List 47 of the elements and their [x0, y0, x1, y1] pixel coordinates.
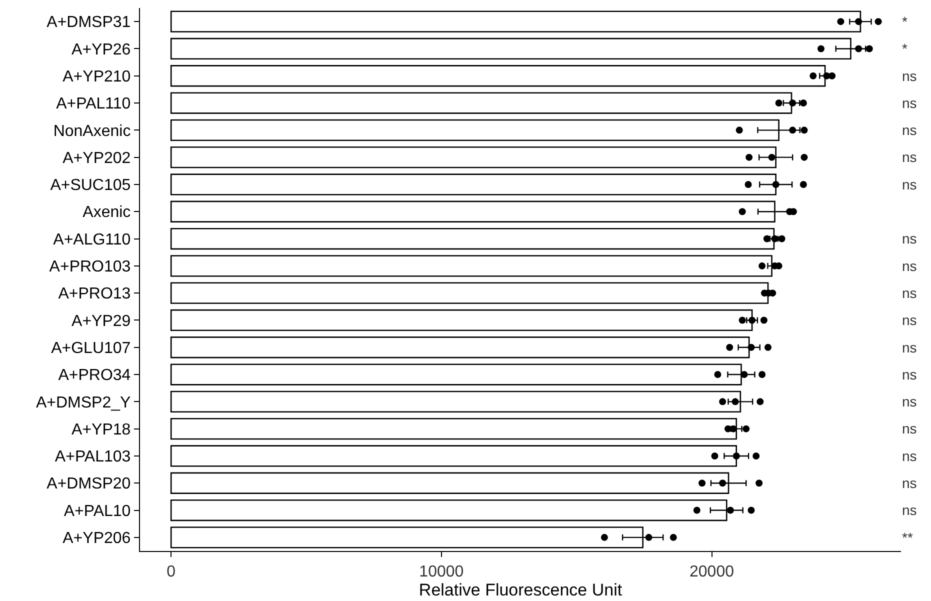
- y2-tick-label: ns: [902, 366, 917, 382]
- y2-tick-label: ns: [902, 312, 917, 328]
- y2-tick-label: ns: [902, 258, 917, 274]
- y2-tick-label: ns: [902, 149, 917, 166]
- y-tick-label: A+DMSP2_Y: [36, 394, 132, 412]
- bar: [170, 65, 826, 87]
- y-tick-label: A+PRO13: [58, 286, 131, 303]
- y2-tick-label: *: [902, 40, 908, 57]
- y-tick-label: A+PAL110: [56, 96, 131, 113]
- y-tick-label: A+YP202: [62, 150, 131, 167]
- x-axis-title: Relative Fluorescence Unit: [418, 580, 622, 600]
- y2-tick-label: ns: [902, 94, 917, 111]
- y2-tick-label: ns: [902, 394, 917, 410]
- y-tick-label: A+SUC105: [50, 177, 131, 194]
- y-tick-label: Axenic: [82, 204, 131, 222]
- y2-tick-label: *: [902, 13, 908, 30]
- y-tick-label: A+ALG110: [53, 231, 131, 248]
- y-tick-label: A+PRO103: [49, 258, 131, 276]
- y2-tick-label: ns: [902, 475, 917, 492]
- y2-tick-label: **: [902, 529, 914, 546]
- y-tick-label: A+PRO34: [58, 367, 131, 384]
- bar: [170, 228, 775, 250]
- y2-tick-label: ns: [902, 284, 917, 301]
- x-tick-label: 20000: [690, 563, 734, 580]
- y2-tick-label: ns: [902, 230, 917, 247]
- y-tick-label: A+YP18: [72, 421, 131, 438]
- y-tick-label: A+YP210: [62, 68, 131, 86]
- y-tick-label: A+YP206: [62, 530, 131, 548]
- y-tick-label: A+PAL10: [64, 502, 131, 520]
- y2-tick-label: ns: [902, 420, 917, 437]
- y-tick-label: NonAxenic: [53, 122, 131, 140]
- y-tick-label: A+DMSP20: [46, 476, 131, 493]
- y-tick-label: A+GLU107: [51, 340, 131, 357]
- x-tick-label: 0: [166, 563, 176, 580]
- y2-tick-label: ns: [902, 339, 917, 356]
- y-tick-label: A+YP29: [72, 312, 131, 330]
- y2-tick-label: ns: [902, 68, 917, 84]
- bar: [170, 282, 769, 304]
- y-tick-label: A+DMSP31: [46, 14, 131, 32]
- y2-tick-label: ns: [902, 448, 917, 464]
- x-tick-label: 10000: [419, 563, 464, 580]
- y2-tick-label: ns: [902, 122, 917, 138]
- y2-tick-label: ns: [902, 176, 917, 192]
- y2-tick-label: ns: [902, 502, 917, 518]
- bar: [170, 255, 772, 277]
- y-tick-label: A+PAL103: [54, 448, 131, 466]
- y-tick-label: A+YP26: [72, 41, 131, 58]
